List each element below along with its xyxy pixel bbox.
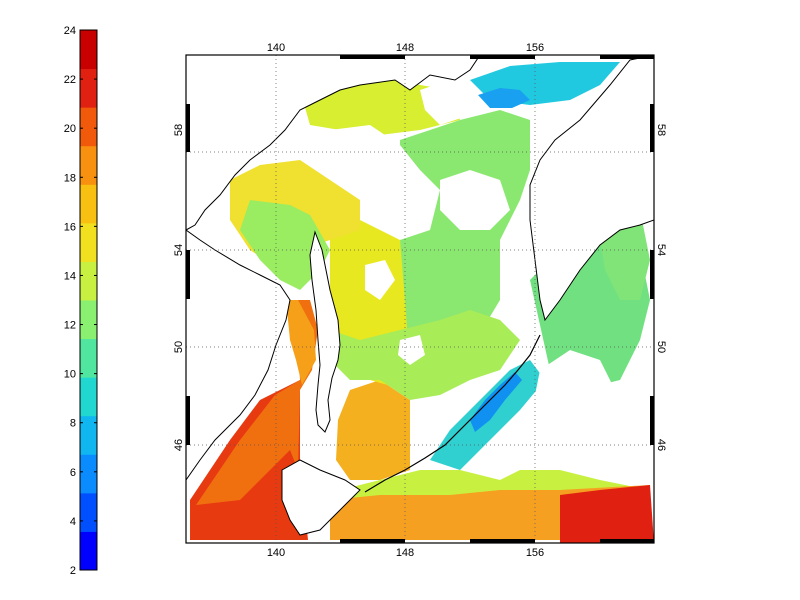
sakhalin-island [309,230,341,433]
sst-region-central-green [400,110,530,380]
colorbar-frame [79,29,98,571]
colorbar-label-24: 24 [64,25,76,37]
colorbar: 2 4 6 8 10 12 14 16 18 20 22 24 [64,25,98,577]
colorbar-label-4: 4 [70,516,76,528]
top-lon-label-140: 140 [267,42,285,54]
no-data-patch-central-2 [398,335,425,365]
colorbar-block [80,377,97,417]
sst-region-southeast-red [560,485,654,543]
mainland-west-land [186,229,291,481]
map-border-bars [186,55,654,543]
no-data-patch-north [320,125,440,240]
colorbar-label-12: 12 [64,320,76,332]
colorbar-block [80,184,97,224]
sst-region-okhotsk-south-orange [336,380,410,480]
left-lat-label-46: 46 [173,439,185,451]
sst-region-northeast-blue [478,88,530,108]
colorbar-label-18: 18 [64,172,76,184]
bottom-lon-label-156: 156 [526,547,544,559]
colorbar-block [80,415,97,455]
right-lat-label-58: 58 [655,124,667,136]
sst-field [186,55,654,543]
colorbar-block [80,531,97,571]
colorbar-label-2: 2 [70,565,76,577]
right-lat-label-54: 54 [655,244,667,256]
colorbar-block [80,107,97,147]
sst-region-kuril-blue [470,372,522,432]
colorbar-label-14: 14 [64,270,76,282]
right-lat-label-46: 46 [655,439,667,451]
colorbar-label-22: 22 [64,74,76,86]
hokkaido-land [281,459,361,536]
colorbar-block [80,492,97,532]
colorbar-blocks [80,30,97,571]
colorbar-block [80,300,97,340]
left-lat-label-54: 54 [173,244,185,256]
no-data-patch-sakhalin-east [365,260,395,300]
no-data-patch-north-2 [420,80,470,125]
graticule [186,55,654,543]
sst-region-tatar-strait-orange [286,300,316,385]
no-data-patch-east [530,350,620,470]
left-lat-label-50: 50 [173,341,185,353]
colorbar-label-10: 10 [64,369,76,381]
bottom-lon-label-148: 148 [396,547,414,559]
sst-region-sakhalin-bay-green [240,200,330,290]
colorbar-tick-marks [80,29,97,571]
colorbar-label-16: 16 [64,221,76,233]
colorbar-label-20: 20 [64,123,76,135]
no-data-patch-central [440,170,510,230]
siberia-coast-land [186,55,481,231]
kamchatka-land [529,55,654,322]
colorbar-tick-labels: 2 4 6 8 10 12 14 16 18 20 22 24 [64,25,76,577]
colorbar-block [80,454,97,494]
colorbar-block [80,338,97,378]
top-lon-label-156: 156 [526,42,544,54]
top-lon-label-148: 148 [396,42,414,54]
right-lat-label-50: 50 [655,341,667,353]
colorbar-block [80,145,97,185]
colorbar-label-8: 8 [70,418,76,430]
bottom-lon-label-140: 140 [267,547,285,559]
colorbar-block [80,261,97,301]
colorbar-block [80,68,97,108]
colorbar-block [80,30,97,70]
colorbar-block [80,222,97,262]
kuril-islands [364,334,541,493]
left-lat-label-58: 58 [173,124,185,136]
colorbar-label-6: 6 [70,467,76,479]
